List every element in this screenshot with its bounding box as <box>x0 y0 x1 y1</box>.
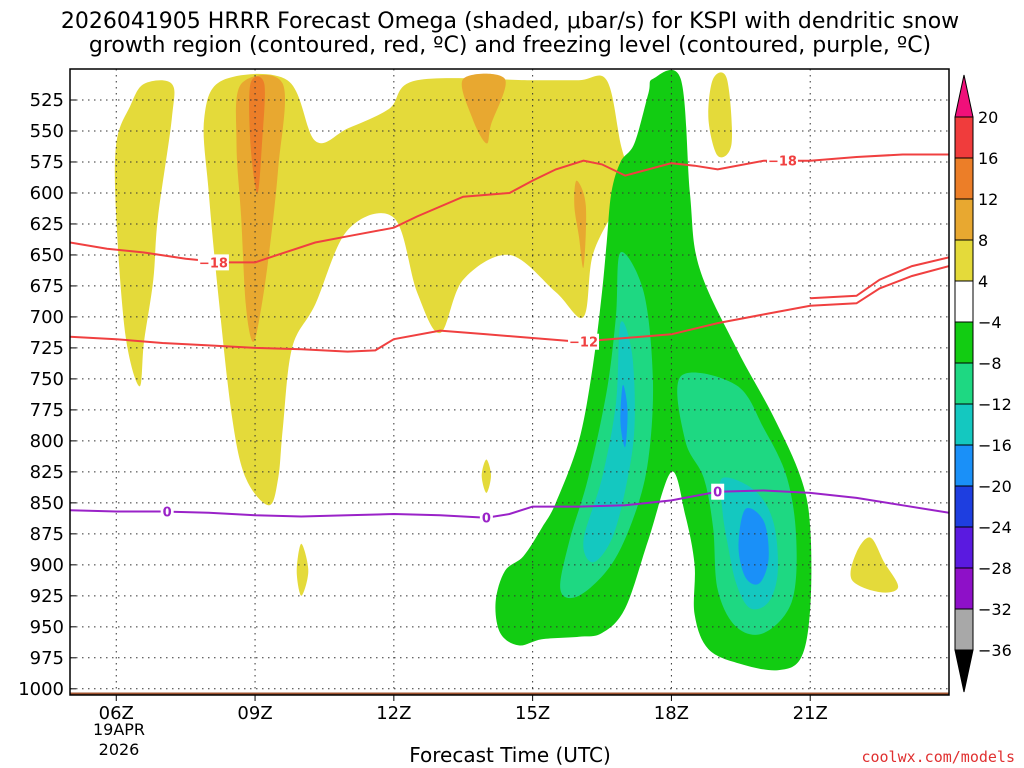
credit-text: coolwx.com/models <box>861 748 1015 766</box>
freezing-level-line <box>70 489 949 519</box>
y-tick-label-550: 550 <box>30 121 64 142</box>
omega-region-0 <box>114 80 175 387</box>
x-axis: 06Z 09Z 12Z 15Z 18Z 21Z <box>99 695 828 724</box>
ground-layer <box>70 692 949 695</box>
colorbar-label-10: −24 <box>978 518 1012 537</box>
isotherm-label-0: −18 <box>199 256 228 271</box>
colorbar-label-8: −16 <box>978 436 1012 455</box>
colorbar-bin-8 <box>954 444 974 487</box>
contour-layer: −18 −12 −18 0 0 0 <box>70 152 949 527</box>
date-label-year: 2026 <box>99 740 140 759</box>
isotherm-line-2 <box>70 265 949 353</box>
colorbar-bin-9 <box>954 485 974 528</box>
y-tick-label-975: 975 <box>30 648 64 669</box>
colorbar-bin-0 <box>954 116 974 159</box>
isotherm-label-extra: −18 <box>768 155 797 170</box>
y-tick-label-625: 625 <box>30 214 64 235</box>
x-tick-label-09Z: 09Z <box>237 703 272 724</box>
colorbar-label-2: 12 <box>978 190 998 209</box>
omega-region-4 <box>481 459 491 493</box>
isotherm-label-extra-bg <box>766 152 798 169</box>
colorbar-label-13: −36 <box>978 641 1012 660</box>
omega-region-13 <box>583 321 635 563</box>
freezing-level-label-1-bg <box>479 509 493 526</box>
y-tick-label-675: 675 <box>30 276 64 297</box>
freezing-level-label-2-bg <box>711 483 725 500</box>
isotherm-label-0-bg <box>197 254 229 271</box>
colorbar-label-3: 8 <box>978 231 988 250</box>
y-tick-label-650: 650 <box>30 245 64 266</box>
omega-region-9 <box>249 76 265 193</box>
freezing-level-label-0-bg <box>160 503 174 520</box>
colorbar-bin-4 <box>954 280 974 323</box>
y-tick-label-600: 600 <box>30 183 64 204</box>
colorbar: 20 16 12 8 4 −4 −8 −12 −16 −20 −24 −28 −32 −36 <box>954 74 1012 693</box>
y-tick-label-575: 575 <box>30 152 64 173</box>
colorbar-bin-5 <box>954 321 974 364</box>
y-tick-label-950: 950 <box>30 617 64 638</box>
y-tick-label-825: 825 <box>30 462 64 483</box>
colorbar-bin-2 <box>954 198 974 241</box>
y-axis: 525 550 575 600 625 650 675 700 725 750 775 800 825 8… <box>18 90 76 700</box>
omega-region-6 <box>235 74 286 342</box>
isotherm-line-0 <box>70 153 949 264</box>
grid-layer <box>70 69 949 695</box>
y-tick-label-1000: 1000 <box>18 679 64 700</box>
colorbar-bin-10 <box>954 526 974 569</box>
ground-strip <box>70 692 949 695</box>
freezing-level-label-2: 0 <box>713 486 722 501</box>
y-tick-label-925: 925 <box>30 586 64 607</box>
omega-region-5 <box>296 543 309 596</box>
colorbar-bin-1 <box>954 157 974 200</box>
y-tick-label-700: 700 <box>30 307 64 328</box>
x-axis-label: Forecast Time (UTC) <box>409 743 611 767</box>
freezing-level-label-0: 0 <box>163 506 172 521</box>
y-tick-label-525: 525 <box>30 90 64 111</box>
colorbar-bin-3 <box>954 239 974 282</box>
colorbar-top-arrow <box>954 74 974 118</box>
x-tick-label-15Z: 15Z <box>515 703 550 724</box>
colorbar-label-9: −20 <box>978 477 1012 496</box>
colorbar-label-4: 4 <box>978 272 988 291</box>
colorbar-label-0: 20 <box>978 108 998 127</box>
colorbar-label-5: −4 <box>978 313 1002 332</box>
colorbar-bottom-arrow <box>954 649 974 693</box>
y-tick-label-725: 725 <box>30 338 64 359</box>
colorbar-label-7: −12 <box>978 395 1012 414</box>
colorbar-label-11: −28 <box>978 559 1012 578</box>
omega-region-1 <box>203 73 630 506</box>
chart-title-line-1: 2026041905 HRRR Forecast Omega (shaded, … <box>61 9 959 34</box>
isotherm-line-1 <box>810 256 949 300</box>
chart-title-line-2: growth region (contoured, red, ºC) and f… <box>89 33 931 58</box>
x-tick-label-12Z: 12Z <box>376 703 411 724</box>
y-tick-label-775: 775 <box>30 400 64 421</box>
isotherm-label-2: −12 <box>569 336 598 351</box>
colorbar-bin-6 <box>954 362 974 405</box>
omega-region-15 <box>620 384 628 448</box>
colorbar-label-6: −8 <box>978 354 1002 373</box>
omega-region-16 <box>738 507 769 585</box>
isotherm-label-2-bg <box>568 333 600 350</box>
colorbar-label-1: 16 <box>978 149 998 168</box>
omega-region-2 <box>708 72 732 158</box>
colorbar-bin-12 <box>954 608 974 651</box>
x-tick-label-06Z: 06Z <box>99 703 134 724</box>
x-tick-label-18Z: 18Z <box>654 703 689 724</box>
plot-frame <box>69 68 950 696</box>
y-tick-label-900: 900 <box>30 555 64 576</box>
omega-region-7 <box>461 73 506 144</box>
date-label-day: 19APR <box>93 720 145 739</box>
freezing-level-label-1: 0 <box>482 512 491 527</box>
colorbar-bin-11 <box>954 567 974 610</box>
x-tick-label-21Z: 21Z <box>793 703 828 724</box>
colorbar-label-12: −32 <box>978 600 1012 619</box>
colorbar-bin-7 <box>954 403 974 446</box>
y-tick-label-875: 875 <box>30 524 64 545</box>
y-tick-label-750: 750 <box>30 369 64 390</box>
y-tick-label-800: 800 <box>30 431 64 452</box>
y-tick-label-850: 850 <box>30 493 64 514</box>
